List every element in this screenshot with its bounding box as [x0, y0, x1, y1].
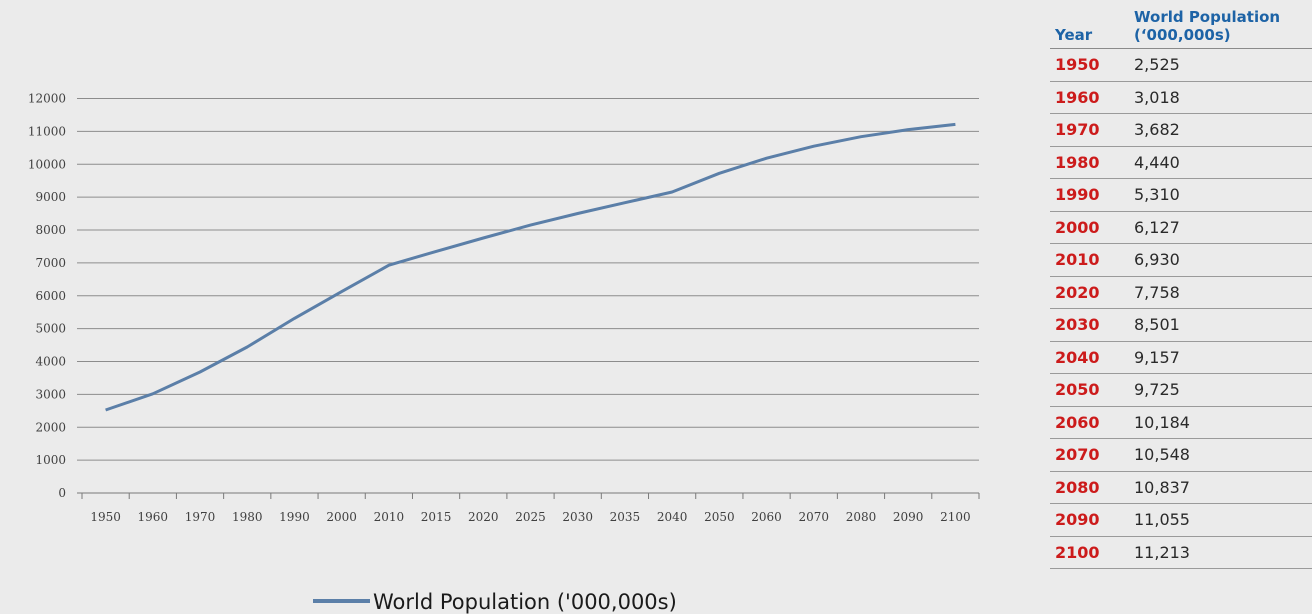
population-cell: 8,501	[1129, 308, 1312, 342]
population-cell: 6,127	[1129, 211, 1312, 244]
table-row: 2020 7,758	[1050, 276, 1312, 309]
y-tick-label: 3000	[35, 387, 66, 401]
table-row: 2080 10,837	[1050, 471, 1312, 504]
legend-label: World Population ('000,000s)	[373, 590, 677, 614]
year-cell: 2000	[1050, 211, 1129, 244]
y-tick-label: 8000	[35, 223, 66, 237]
population-header-line1: World Population	[1134, 8, 1281, 26]
population-cell: 10,548	[1129, 438, 1312, 472]
table-row: 1980 4,440	[1050, 146, 1312, 179]
x-tick-label: 1970	[185, 510, 216, 524]
y-axis-ticks: 0 1000 2000 3000 4000 5000 6000 7000 8000 9000 100…	[28, 92, 66, 501]
gridlines	[77, 98, 979, 494]
table-header-row: Year World Population (‘000,000s)	[1050, 8, 1312, 49]
y-tick-label: 11000	[28, 124, 66, 138]
population-cell: 9,157	[1129, 341, 1312, 374]
population-cell: 6,930	[1129, 243, 1312, 277]
x-tick-label: 1950	[90, 510, 121, 524]
x-tick-label: 2015	[421, 510, 452, 524]
y-tick-label: 10000	[28, 157, 66, 171]
y-tick-label: 12000	[28, 92, 66, 106]
table-row: 2060 10,184	[1050, 406, 1312, 439]
x-tick-label: 2000	[326, 510, 357, 524]
year-cell: 1960	[1050, 81, 1129, 114]
year-column-header: Year	[1050, 8, 1129, 49]
population-cell: 10,184	[1129, 406, 1312, 439]
x-tick-label: 2030	[562, 510, 593, 524]
x-tick-label: 1980	[232, 510, 263, 524]
population-cell: 10,837	[1129, 471, 1312, 504]
population-cell: 7,758	[1129, 276, 1312, 309]
table-row: 2010 6,930	[1050, 243, 1312, 277]
x-tick-label: 2035	[610, 510, 641, 524]
population-cell: 11,213	[1129, 536, 1312, 569]
x-tick-label: 1960	[138, 510, 169, 524]
table-row: 2090 11,055	[1050, 503, 1312, 537]
y-tick-label: 9000	[35, 190, 66, 204]
year-cell: 2010	[1050, 243, 1129, 277]
population-cell: 5,310	[1129, 178, 1312, 212]
population-cell: 9,725	[1129, 373, 1312, 407]
x-tick-label: 1990	[279, 510, 310, 524]
population-line-chart: 0 1000 2000 3000 4000 5000 6000 7000 8000 9000 100…	[28, 92, 980, 614]
table-row: 2050 9,725	[1050, 373, 1312, 407]
year-cell: 2050	[1050, 373, 1129, 407]
x-tick-label: 2040	[657, 510, 688, 524]
y-tick-label: 1000	[35, 453, 66, 467]
year-cell: 1970	[1050, 113, 1129, 147]
year-cell: 2040	[1050, 341, 1129, 374]
table-row: 2000 6,127	[1050, 211, 1312, 244]
population-table: Year World Population (‘000,000s) 1950 2,…	[1050, 8, 1312, 569]
year-cell: 1980	[1050, 146, 1129, 179]
table-row: 2030 8,501	[1050, 308, 1312, 342]
x-tick-label: 2025	[515, 510, 546, 524]
table-row: 2070 10,548	[1050, 438, 1312, 472]
x-tick-label: 2070	[798, 510, 829, 524]
x-tick-label: 2100	[940, 510, 971, 524]
year-cell: 2030	[1050, 308, 1129, 342]
population-cell: 4,440	[1129, 146, 1312, 179]
year-cell: 2070	[1050, 438, 1129, 472]
population-cell: 3,018	[1129, 81, 1312, 114]
year-cell: 2090	[1050, 503, 1129, 537]
population-column-header: World Population (‘000,000s)	[1129, 8, 1312, 49]
x-tick-label: 2080	[846, 510, 877, 524]
year-cell: 2020	[1050, 276, 1129, 309]
table-row: 1990 5,310	[1050, 178, 1312, 212]
x-tick-label: 2090	[893, 510, 924, 524]
y-tick-label: 2000	[35, 420, 66, 434]
year-cell: 1990	[1050, 178, 1129, 212]
population-header-line2: (‘000,000s)	[1134, 26, 1231, 44]
year-cell: 1950	[1050, 48, 1129, 82]
y-tick-label: 0	[58, 486, 66, 500]
table-row: 2040 9,157	[1050, 341, 1312, 374]
y-tick-label: 4000	[35, 355, 66, 369]
population-cell: 2,525	[1129, 48, 1312, 82]
year-cell: 2060	[1050, 406, 1129, 439]
x-axis-ticks: 1950 1960 1970 1980 1990 2000 2010 2015 2020 2025…	[81, 493, 980, 524]
x-tick-label: 2010	[374, 510, 405, 524]
x-tick-label: 2050	[704, 510, 735, 524]
year-cell: 2080	[1050, 471, 1129, 504]
x-tick-label: 2060	[751, 510, 782, 524]
population-cell: 3,682	[1129, 113, 1312, 147]
y-tick-label: 6000	[35, 289, 66, 303]
chart-legend: World Population ('000,000s)	[313, 590, 677, 614]
table-row: 1970 3,682	[1050, 113, 1312, 147]
x-tick-label: 2020	[468, 510, 499, 524]
y-tick-label: 5000	[35, 322, 66, 336]
table-row: 2100 11,213	[1050, 536, 1312, 569]
table-row: 1960 3,018	[1050, 81, 1312, 114]
y-tick-label: 7000	[35, 256, 66, 270]
table-row: 1950 2,525	[1050, 48, 1312, 82]
population-cell: 11,055	[1129, 503, 1312, 537]
world-population-series-line	[105, 122, 956, 412]
year-cell: 2100	[1050, 536, 1129, 569]
